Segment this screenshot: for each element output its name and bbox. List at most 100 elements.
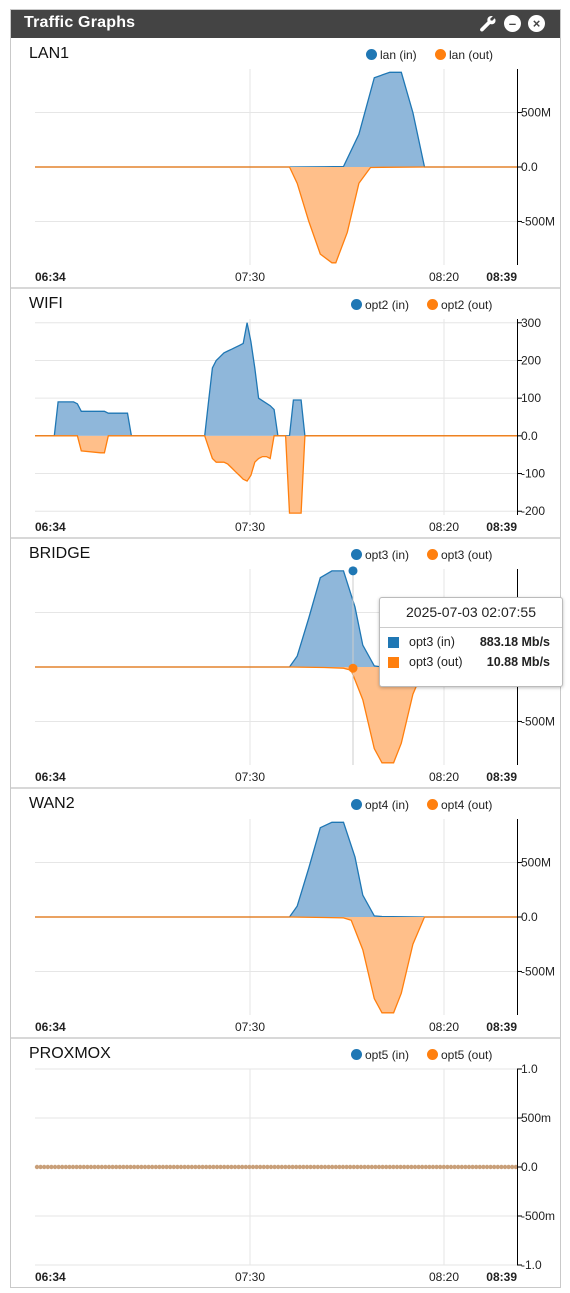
x-tick-label: 08:20: [429, 520, 459, 534]
traffic-panel-wan2: WAN2 500M 0.0 -500M 06:34 07:30 08:20 08:39 opt4…: [11, 789, 560, 1038]
data-point: [330, 1164, 335, 1170]
data-point: [412, 1164, 418, 1170]
data-point: [70, 1164, 76, 1170]
data-point: [189, 1164, 194, 1170]
panel-divider: [11, 537, 560, 539]
data-point: [250, 1164, 256, 1170]
data-point: [60, 1164, 65, 1170]
series-line: [35, 570, 517, 668]
data-point: [142, 1164, 148, 1170]
x-tick-label: 08:39: [486, 270, 517, 284]
data-point: [355, 1164, 360, 1170]
panel-divider: [11, 287, 560, 289]
data-point: [312, 1164, 317, 1170]
tooltip-row-out: opt3 (out) 10.88 Mb/s: [388, 655, 550, 671]
data-point: [301, 1164, 306, 1170]
data-point: [409, 1164, 414, 1170]
data-point: [394, 1164, 400, 1170]
data-point: [49, 1164, 54, 1170]
legend-item[interactable]: opt3 (in): [351, 548, 409, 562]
data-point: [268, 1164, 274, 1170]
series-area: [35, 822, 517, 917]
legend-item[interactable]: lan (out): [435, 48, 493, 62]
x-tick-label: 08:39: [486, 770, 517, 784]
data-point: [434, 1164, 439, 1170]
data-point: [254, 1164, 259, 1170]
data-point: [463, 1164, 468, 1170]
data-point: [232, 1164, 238, 1170]
y-tick-label: -500M: [521, 714, 555, 728]
legend-dot: [427, 299, 438, 310]
x-tick-label: 08:20: [429, 1270, 459, 1284]
traffic-graphs-widget: Traffic Graphs – × LAN1 500M 0.0 -500M 06:34…: [10, 9, 563, 1288]
data-point: [164, 1164, 169, 1170]
series-area: [35, 167, 517, 263]
data-point: [85, 1164, 90, 1170]
series-area: [35, 917, 517, 1013]
close-icon[interactable]: ×: [528, 15, 545, 32]
data-point: [132, 1164, 137, 1170]
data-point: [398, 1164, 403, 1170]
y-tick-label: 1.0: [521, 1062, 538, 1076]
y-tick-label: -100: [521, 467, 545, 481]
legend-swatch: [388, 657, 399, 668]
legend-dot: [427, 799, 438, 810]
minimize-icon[interactable]: –: [504, 15, 521, 32]
data-point: [52, 1164, 58, 1170]
series-area: [35, 667, 517, 763]
data-point: [243, 1164, 248, 1170]
panel-divider: [11, 1037, 560, 1039]
chart-plot: 300 200 100 0.0 -100 -200 06:34 07:30 08:20 08:39: [35, 316, 545, 534]
legend-item[interactable]: opt5 (out): [427, 1048, 492, 1062]
data-point: [276, 1164, 281, 1170]
wrench-icon[interactable]: [478, 14, 498, 34]
data-point: [459, 1164, 464, 1170]
legend-item[interactable]: opt2 (out): [427, 298, 492, 312]
legend-item[interactable]: opt4 (out): [427, 798, 492, 812]
data-point: [186, 1164, 191, 1170]
series-line: [35, 916, 517, 1014]
data-point: [294, 1164, 299, 1170]
legend-label: opt2 (out): [441, 298, 493, 312]
tooltip-value: 883.18 Mb/s: [479, 635, 550, 649]
x-tick-label: 06:34: [35, 1270, 66, 1284]
data-point: [175, 1164, 180, 1170]
data-point: [438, 1164, 443, 1170]
legend-label: lan (in): [380, 48, 417, 62]
traffic-panel-bridge: BRIDGE500M0.0-500M06:3407:3008:2008:39op…: [11, 539, 560, 788]
data-point: [315, 1164, 320, 1170]
tooltip-series-name: opt3 (in): [409, 635, 455, 649]
legend-dot: [427, 549, 438, 560]
y-tick-label: -500m: [521, 1209, 555, 1223]
tooltip-row-in: opt3 (in) 883.18 Mb/s: [388, 635, 550, 651]
legend-item[interactable]: opt5 (in): [351, 1048, 409, 1062]
data-point: [117, 1164, 123, 1170]
legend-item[interactable]: opt4 (in): [351, 798, 409, 812]
x-tick-label: 06:34: [35, 520, 66, 534]
x-tick-label: 07:30: [235, 520, 265, 534]
data-point: [470, 1164, 475, 1170]
data-point: [416, 1164, 421, 1170]
chart-plot: 1.0 500m 0.0 -500m -1.0 06:34 07:30 08:20 08:39: [34, 1062, 555, 1284]
data-point: [74, 1164, 79, 1170]
traffic-panel-lan1: LAN1 500M 0.0 -500M 06:34 07:30 08:20 08:39 lan …: [11, 39, 560, 288]
data-point: [286, 1164, 292, 1170]
x-tick-label: 06:34: [35, 1020, 66, 1034]
chart-plot: 500M 0.0 -500M 06:34 07:30 08:20 08:39: [35, 69, 555, 284]
legend-item[interactable]: opt3 (out): [427, 548, 492, 562]
data-point: [502, 1164, 508, 1170]
data-point: [499, 1164, 504, 1170]
hover-point-out: [348, 663, 358, 673]
data-point: [96, 1164, 101, 1170]
data-point: [344, 1164, 349, 1170]
y-tick-label: -500M: [521, 964, 555, 978]
data-point: [160, 1164, 166, 1170]
legend-item[interactable]: opt2 (in): [351, 298, 409, 312]
legend-item[interactable]: lan (in): [366, 48, 417, 62]
y-tick-label: 500m: [521, 1111, 551, 1125]
data-point: [218, 1164, 223, 1170]
data-point: [340, 1164, 346, 1170]
hover-point-in: [348, 566, 358, 576]
y-tick-label: -1.0: [521, 1258, 542, 1272]
data-point: [513, 1164, 518, 1170]
